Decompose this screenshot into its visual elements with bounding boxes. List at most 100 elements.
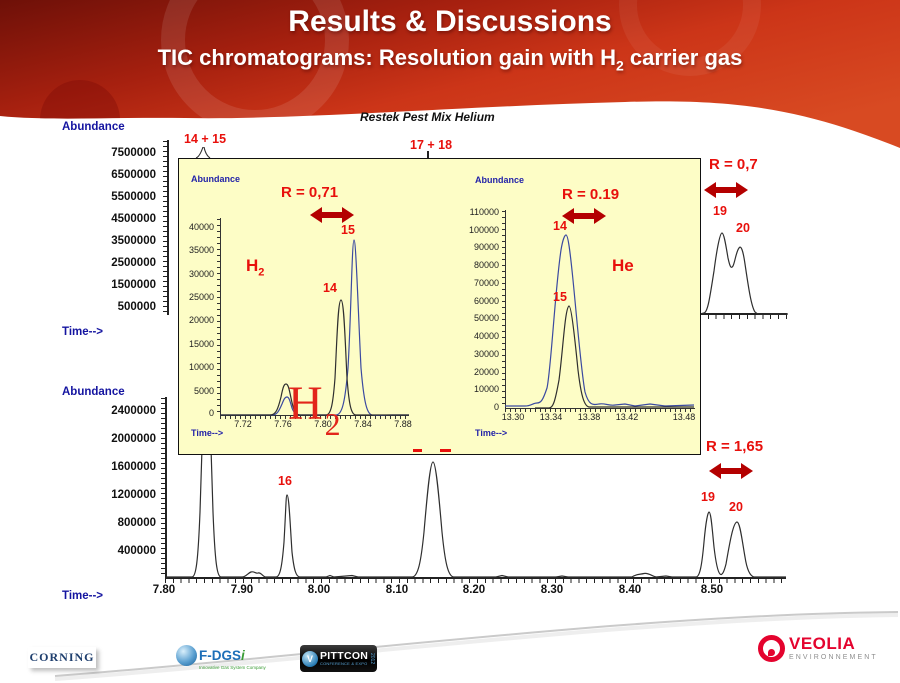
inset-he-y-tick: 110000: [469, 207, 499, 217]
subtitle-subscript: 2: [615, 57, 624, 74]
top-y-tick: 1500000: [111, 279, 156, 291]
clipped-label-fragment: [440, 449, 451, 452]
pittcon-v-icon: V: [302, 650, 318, 667]
footer-swoosh: [54, 611, 899, 681]
inset-h2-xlabel: Time-->: [191, 428, 224, 438]
inset-h2-y-tick: 15000: [188, 339, 214, 349]
pittcon-subtext: CONFERENCE & EXPO: [320, 661, 368, 667]
peak-label-17-18: 17 + 18: [410, 138, 453, 152]
bottom-y-tick: 2000000: [111, 433, 156, 445]
top-y-tick: 5500000: [111, 191, 156, 203]
top-y-tick: 6500000: [111, 169, 156, 181]
page-subtitle: TIC chromatograms: Resolution gain with …: [0, 45, 900, 73]
inset-he-ylabel: Abundance: [475, 175, 525, 185]
inset-he-y-tick: 10000: [473, 384, 499, 394]
peak20-top: 20: [736, 221, 750, 235]
inset-he-y-tick: 70000: [473, 278, 499, 288]
peak19-top: 19: [713, 204, 727, 218]
inset-he-y-tick: 90000: [473, 242, 499, 252]
bottom-y-tick: 2400000: [111, 405, 156, 417]
inset-he-peak15: 15: [553, 290, 567, 304]
fdgsi-logo: F-DGSi Innovative Gas System Company: [176, 645, 266, 670]
resolution-arrow-bottom: [709, 463, 753, 479]
bottom-y-tick: 800000: [117, 517, 156, 529]
pittcon-logo-text: PITTCON: [320, 649, 369, 662]
peak-tip-14-15: [195, 147, 211, 158]
top-chart-xlabel: Time-->: [62, 326, 104, 338]
bottom-x-tick: 8.00: [307, 584, 331, 596]
inset-he-y-tick: 30000: [473, 349, 499, 359]
top-chart-ylabel: Abundance: [62, 121, 125, 133]
inset-h2-x-tick: 7.80: [314, 419, 332, 429]
top-y-tick: 3500000: [111, 235, 156, 247]
inset-h2-y-tick: 25000: [188, 292, 214, 302]
top-trace-19-20: [700, 232, 788, 315]
resolution-h2: R = 0,71: [281, 184, 339, 201]
peak16-label: 16: [278, 474, 292, 488]
bottom-y-axis: [165, 397, 167, 578]
top-x-axis-right: [700, 313, 787, 315]
inset-he-x-tick: 13.30: [501, 412, 525, 422]
peak-label-14-15: 14 + 15: [184, 132, 227, 146]
inset-he-xlabel: Time-->: [475, 428, 508, 438]
pittcon-year: 2012: [369, 652, 376, 665]
inset-h2-peak14: 14: [323, 281, 337, 295]
inset-he-x-tick: 13.48: [672, 412, 696, 422]
inset-he-peak14: 14: [553, 219, 567, 233]
inset-he-x-tick: 13.38: [577, 412, 601, 422]
veolia-logo: VEOLIA ENVIRONNEMENT: [758, 635, 878, 662]
inset-h2-x-ticks: [220, 416, 409, 419]
bottom-y-tick: 1600000: [111, 461, 156, 473]
inset-h2-peak15: 15: [341, 223, 355, 237]
bottom-x-tick: 8.50: [700, 584, 724, 596]
inset-h2-ylabel: Abundance: [191, 174, 241, 184]
veolia-logo-text: VEOLIA: [789, 634, 856, 653]
top-y-tick: 2500000: [111, 257, 156, 269]
inset-he-x-tick: 13.42: [615, 412, 639, 422]
h2-watermark: H2: [288, 377, 341, 442]
bottom-y-axis-ticks: [161, 398, 165, 577]
peak20-bottom: 20: [729, 500, 743, 514]
top-chart-title: Restek Pest Mix Helium: [360, 110, 495, 124]
inset-he-x-ticks: [505, 409, 695, 412]
header-banner: [0, 0, 900, 148]
bottom-x-tick: 8.40: [618, 584, 642, 596]
inset-h2-x-tick: 7.88: [394, 419, 412, 429]
inset-h2-x-tick: 7.76: [274, 419, 292, 429]
subtitle-prefix: TIC chromatograms: Resolution gain with …: [157, 45, 616, 70]
resolution-arrow-h2: [310, 207, 354, 223]
bottom-x-tick: 8.30: [540, 584, 564, 596]
resolution-arrow-top: [704, 182, 748, 198]
inset-he-y-axis: [505, 210, 506, 409]
resolution-arrow-he: [562, 208, 606, 224]
bottom-x-tick: 8.20: [462, 584, 486, 596]
fdgsi-tagline: Innovative Gas System Company: [199, 665, 266, 670]
inset-he-x-tick: 13.34: [539, 412, 563, 422]
inset-h2-x-tick: 7.84: [354, 419, 372, 429]
inset-he-x-axis: [505, 408, 695, 409]
top-y-tick: 7500000: [111, 147, 156, 159]
bottom-y-tick: 400000: [117, 545, 156, 557]
inset-h2-traces: [220, 239, 409, 416]
bottom-trace: [166, 454, 786, 578]
top-y-tick: 4500000: [111, 213, 156, 225]
veolia-subtext: ENVIRONNEMENT: [789, 654, 878, 661]
bottom-x-axis: [165, 577, 786, 579]
corning-logo: CORNING: [28, 647, 96, 668]
inset-he-y-tick: 50000: [473, 313, 499, 323]
gas-label-he: He: [612, 256, 634, 275]
bottom-y-tick: 1200000: [111, 489, 156, 501]
inset-he-traces: [505, 234, 695, 409]
bottom-chart-ylabel: Abundance: [62, 386, 125, 398]
resolution-bottom: R = 1,65: [706, 438, 764, 455]
bottom-x-tick: 7.80: [152, 584, 176, 596]
inset-he-y-ticks: [502, 211, 505, 408]
peak-tip-17-18: [427, 151, 429, 158]
veolia-ring-icon: [758, 635, 785, 662]
inset-h2-y-tick: 35000: [188, 245, 214, 255]
bottom-x-axis-ticks: [165, 579, 786, 583]
top-y-axis-ticks: [163, 141, 167, 314]
inset-h2-y-axis: [220, 218, 221, 416]
bottom-x-tick: 7.90: [230, 584, 254, 596]
